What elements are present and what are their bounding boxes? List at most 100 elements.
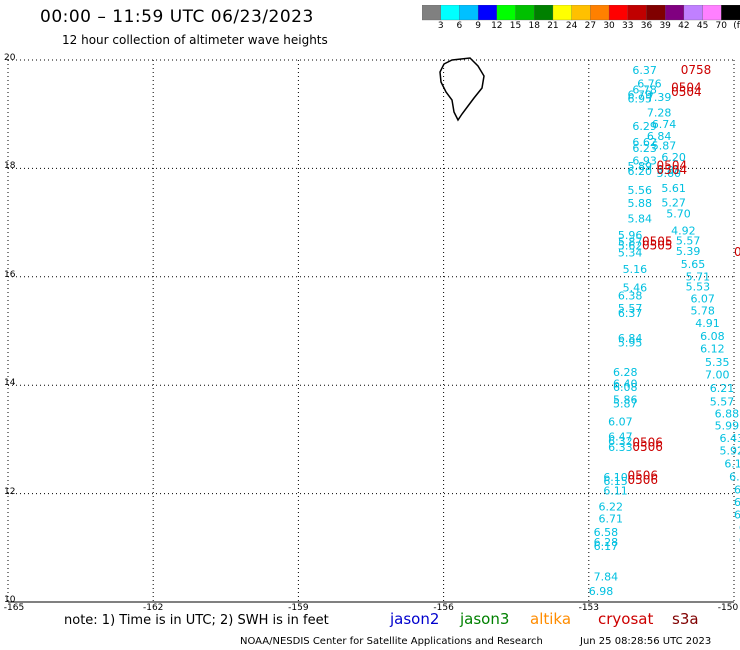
latitude-tick-label: 16 [4, 269, 16, 280]
wave-height-label: 7.84 [594, 570, 619, 583]
color-legend-label: 36 [640, 21, 653, 31]
wave-height-label: 6.37 [632, 64, 657, 77]
wave-height-label: 6.98 [589, 585, 614, 598]
credit-line: NOAA/NESDIS Center for Satellite Applica… [240, 636, 543, 647]
wave-height-label: 6.78 [632, 84, 657, 97]
wave-height-label: 6.40 [613, 377, 638, 390]
time-label-layer: 0758050405040504050405050505075705060506… [628, 63, 740, 487]
wave-height-label: 5.87 [652, 139, 677, 152]
longitude-tick-label: -156 [433, 603, 454, 613]
color-legend-label: 70 [715, 21, 728, 31]
longitude-tick-label: -159 [288, 603, 309, 613]
mission-legend-jason2: jason2 [390, 610, 440, 628]
wave-height-label: 6.93 [632, 155, 657, 168]
footer-note: note: 1) Time is in UTC; 2) SWH is in fe… [64, 613, 329, 628]
longitude-tick-label: -165 [3, 603, 25, 613]
wave-height-label: 6.76 [637, 78, 662, 91]
pass-time-label: 0504 [657, 158, 688, 172]
color-legend-label: 33 [622, 21, 634, 31]
wave-height-label: 5.87 [613, 397, 638, 410]
page-subtitle: 12 hour collection of altimeter wave hei… [62, 33, 328, 47]
wave-height-label: 6.98 [734, 484, 740, 497]
wave-height-label: 6.61 [739, 522, 740, 535]
wave-height-label: 6.37 [618, 307, 643, 320]
wave-height-label: 6.23 [632, 142, 657, 155]
wave-height-label: 5.65 [681, 258, 706, 271]
wave-height-label: 5.84 [628, 213, 653, 226]
latitude-tick-label: 18 [4, 161, 16, 172]
color-legend-label: 18 [528, 21, 540, 31]
pass-time-label: 0505 [642, 239, 673, 253]
wave-height-label: 6.08 [613, 381, 638, 394]
wave-height-label: 5.99 [715, 420, 740, 433]
wave-height-label: 5.78 [690, 305, 715, 318]
color-legend-label: 27 [584, 21, 597, 31]
wave-height-label: 6.22 [598, 500, 623, 513]
wave-height-label: 5.87 [618, 235, 643, 248]
wave-height-label: 5.62 [618, 240, 643, 253]
wave-height-label: 6.16 [724, 458, 740, 471]
longitude-tick-label: -153 [578, 603, 600, 613]
wave-height-label: 6.07 [690, 292, 715, 305]
mission-legend-altika: altika [530, 610, 572, 628]
wave-height-label: 5.89 [628, 160, 653, 173]
color-legend-label: 15 [509, 21, 522, 31]
wave-height-label: 5.88 [628, 197, 653, 210]
pass-time-label: 0504 [671, 80, 702, 94]
wave-height-label: 5.61 [661, 182, 686, 195]
wave-height-label: 6.33 [608, 441, 633, 454]
wave-height-label: 6.38 [618, 290, 643, 303]
wave-height-label: 6.15 [603, 475, 628, 488]
wave-height-label: 5.60 [657, 167, 682, 180]
wave-height-label: 6.17 [594, 540, 619, 553]
pass-time-label: 0757 [734, 245, 740, 259]
color-legend-label: 42 [678, 21, 690, 31]
wave-height-label: 4.92 [671, 225, 696, 238]
wave-height-label: 6.20 [661, 151, 686, 164]
wave-height-label: 6.32 [734, 509, 740, 522]
longitude-tick-label: -162 [142, 603, 164, 613]
wave-height-label: 5.56 [628, 184, 653, 197]
wave-height-label: 6.43 [719, 432, 740, 445]
wave-height-label: 6.20 [628, 165, 653, 178]
pass-time-label: 0758 [681, 63, 712, 77]
color-legend-bar [422, 5, 740, 21]
pass-time-label: 0506 [632, 440, 663, 454]
wave-height-label: 5.86 [613, 394, 638, 407]
wave-height-label: 5.53 [686, 280, 711, 293]
wave-height-label: 7.39 [647, 91, 672, 104]
wave-height-label: 5.71 [686, 271, 711, 284]
color-legend-label: 3 [437, 21, 444, 31]
color-legend-label: (ft) [733, 21, 740, 31]
color-legend-label: 12 [491, 21, 503, 31]
wave-height-label: 5.81 [657, 164, 682, 177]
latitude-tick-label: 14 [4, 378, 16, 389]
wave-height-label: 6.79 [628, 88, 653, 101]
wave-height-label: 6.10 [603, 471, 628, 484]
pass-time-label: 0504 [657, 163, 688, 177]
wave-height-label: 6.84 [647, 130, 672, 143]
color-legend-label: 9 [475, 21, 481, 31]
pass-time-label: 0506 [628, 469, 659, 483]
wave-height-label: 6.95 [628, 92, 653, 105]
latitude-tick-label: 10 [4, 595, 16, 605]
wave-height-label: 6.11 [729, 471, 740, 484]
wave-height-label: 6.47 [608, 430, 633, 443]
color-legend-label: 21 [547, 21, 559, 31]
observation-layer: 6.376.766.786.797.396.957.286.746.296.84… [589, 64, 740, 598]
wave-height-label: 5.34 [618, 247, 643, 260]
wave-height-label: 6.62 [632, 136, 657, 149]
color-legend-label: 39 [659, 21, 671, 31]
color-legend-label: 30 [603, 21, 615, 31]
wave-height-label: 6.84 [618, 332, 643, 345]
wave-height-label: 6.74 [652, 118, 677, 131]
wave-height-label: 5.92 [719, 445, 740, 458]
wave-height-label: 6.12 [700, 343, 725, 356]
wave-height-label: 7.28 [647, 106, 672, 119]
map-grid [7, 59, 735, 603]
wave-height-label: 6.21 [710, 382, 735, 395]
mission-legend-s3a: s3a [672, 610, 699, 628]
pass-time-label: 0506 [632, 435, 663, 449]
wave-height-label: 5.35 [705, 356, 730, 369]
